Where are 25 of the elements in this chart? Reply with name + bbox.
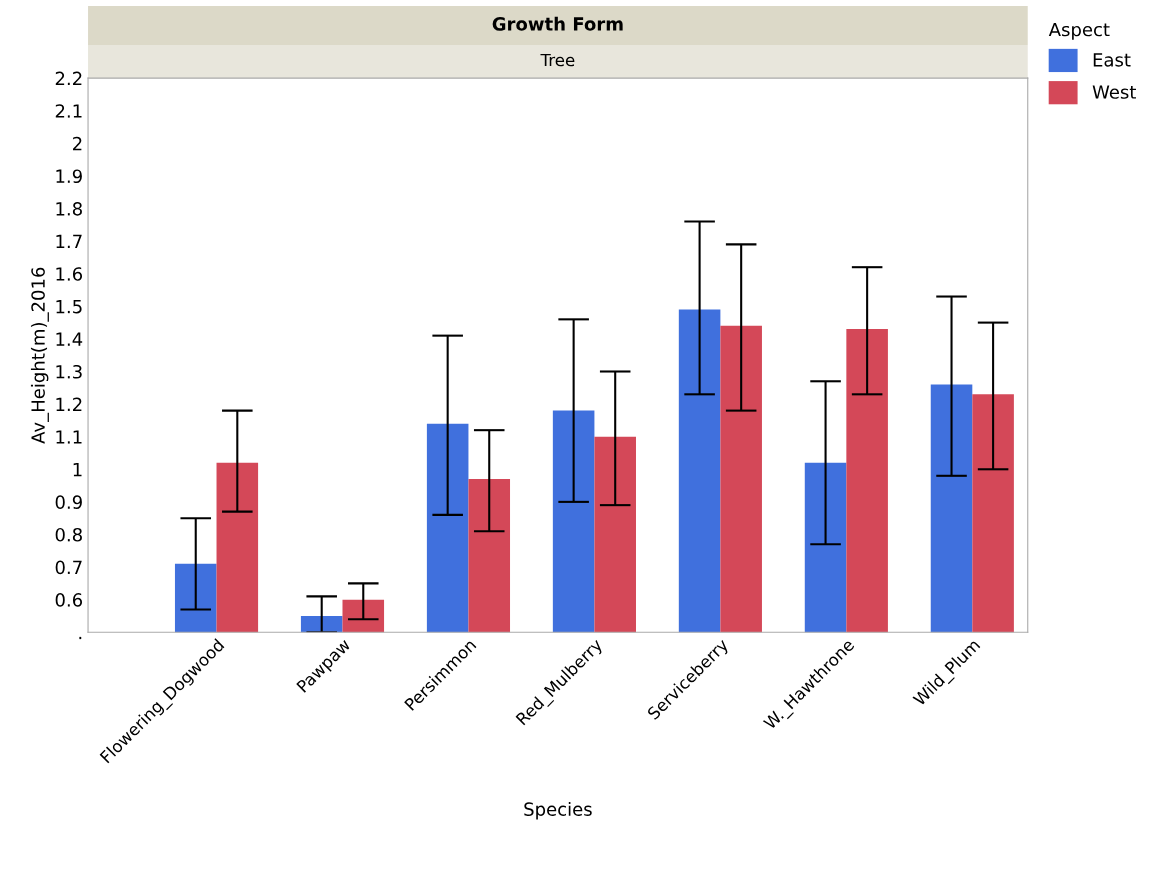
y-tick-label: 2.1 [55, 104, 82, 118]
y-tick-label: 1.6 [56, 267, 83, 281]
y-tick-label: 1.3 [56, 364, 82, 379]
legend-title: Aspect [1048, 22, 1110, 40]
legend-label: East [1093, 53, 1131, 67]
y-axis-title: Av_Height(m)_2016 [30, 267, 49, 444]
y-tick-label: 1.4 [56, 332, 83, 346]
y-tick-label: 2.2 [55, 71, 82, 85]
y-tick-label: 0.8 [55, 527, 82, 542]
y-tick-label: 0.6 [55, 593, 83, 607]
legend-label: West [1092, 85, 1136, 99]
y-tick-label: 1.2 [56, 397, 82, 411]
y-tick-label: 1.1 [56, 430, 82, 444]
chart-title: Growth Form [492, 16, 623, 31]
y-tick-label: 1.9 [56, 169, 82, 184]
y-tick-label: 1 [73, 462, 82, 477]
y-tick-label: 1.7 [56, 234, 82, 248]
y-tick-label: 0.9 [55, 495, 82, 509]
y-tick-label: . [79, 636, 82, 640]
y-tick-label: 2 [73, 136, 82, 151]
y-tick-label: 1.5 [56, 300, 82, 314]
y-tick-label: 0.7 [55, 560, 82, 575]
x-axis-title: Species [524, 802, 592, 820]
y-tick-label: 1.8 [56, 201, 82, 216]
chart-subtitle: Tree [540, 53, 575, 67]
